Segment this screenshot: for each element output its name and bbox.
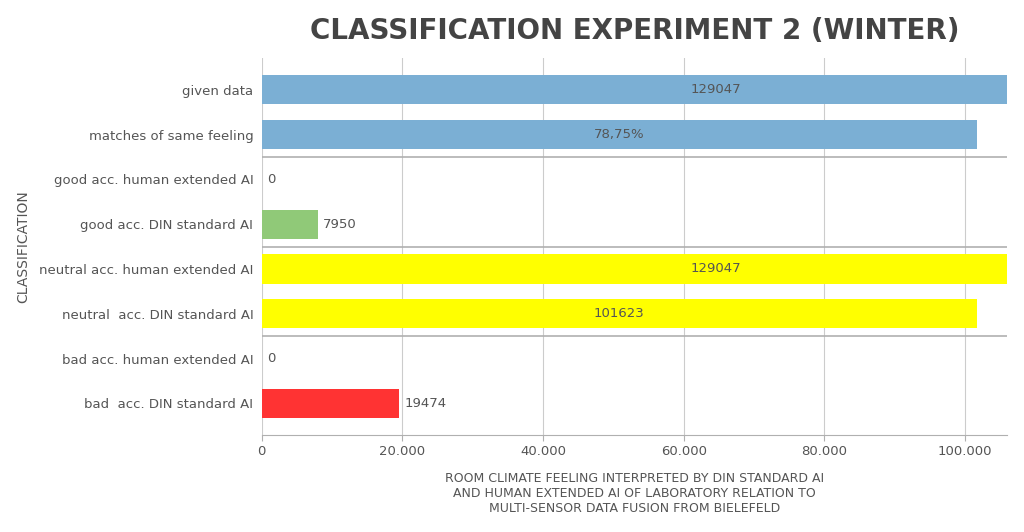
Bar [262, 299, 977, 328]
Text: 129047: 129047 [690, 84, 741, 96]
Text: 19474: 19474 [404, 397, 446, 410]
Text: 129047: 129047 [690, 262, 741, 276]
Bar [262, 254, 1024, 284]
Text: 101623: 101623 [594, 307, 644, 320]
Bar [262, 389, 398, 418]
Text: 78,75%: 78,75% [594, 128, 644, 141]
Title: CLASSIFICATION EXPERIMENT 2 (WINTER): CLASSIFICATION EXPERIMENT 2 (WINTER) [310, 16, 959, 45]
Y-axis label: CLASSIFICATION: CLASSIFICATION [16, 190, 31, 303]
Text: 7950: 7950 [324, 218, 357, 231]
Text: 0: 0 [267, 173, 275, 186]
Text: 0: 0 [267, 352, 275, 365]
Bar [262, 210, 317, 239]
Bar [262, 75, 1024, 104]
X-axis label: ROOM CLIMATE FEELING INTERPRETED BY DIN STANDARD AI
AND HUMAN EXTENDED AI OF LAB: ROOM CLIMATE FEELING INTERPRETED BY DIN … [445, 472, 824, 516]
Bar [262, 120, 977, 149]
